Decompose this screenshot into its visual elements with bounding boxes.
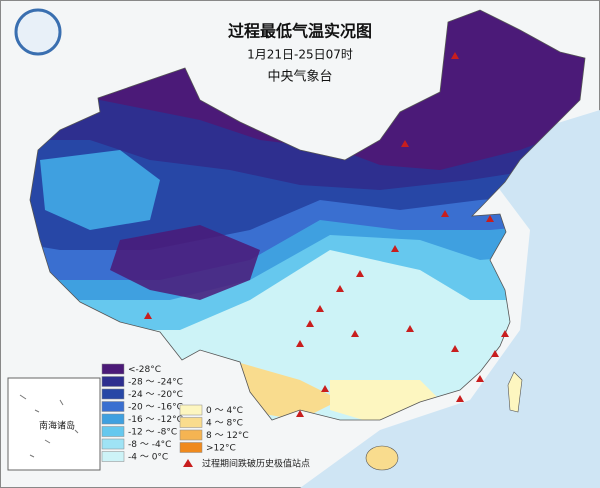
hainan	[365, 445, 399, 471]
legend-label: -28 ～ -24°C	[128, 378, 183, 388]
legend-label: -8 ～ -4°C	[128, 440, 171, 450]
legend-label: -12 ～ -8°C	[128, 428, 177, 438]
legend-swatch	[101, 438, 125, 450]
border	[29, 9, 586, 421]
agency: 中央气象台	[267, 69, 332, 85]
legend-label: >12°C	[206, 444, 236, 454]
title: 过程最低气温实况图	[228, 22, 372, 41]
legend-swatch	[101, 363, 125, 375]
legend-swatch	[101, 413, 125, 425]
sea	[300, 110, 600, 488]
legend-swatch	[179, 417, 203, 428]
inset-label: 南海诸岛	[39, 420, 75, 432]
legend-swatch	[179, 442, 203, 453]
subtitle: 1月21日-25日07时	[247, 48, 353, 62]
legend-label: -24 ～ -20°C	[128, 390, 183, 400]
legend-swatch	[101, 426, 125, 437]
station-markers	[144, 52, 509, 417]
inset-frame	[7, 377, 101, 471]
legend-swatch	[101, 451, 125, 462]
logo	[14, 8, 62, 56]
legend: <-28°C -28 ～ -24°C -24 ～ -20°C -20 ～ -16°C -…	[101, 363, 310, 470]
legend-label: 8 ～ 12°C	[206, 431, 249, 441]
inset-islands	[19, 394, 79, 458]
legend-label: 4 ～ 8°C	[206, 419, 243, 429]
legend-swatch	[101, 388, 125, 400]
legend-label: 0 ～ 4°C	[206, 406, 243, 416]
legend-label: <-28°C	[128, 365, 161, 375]
legend-swatch	[179, 429, 203, 441]
legend-swatch	[179, 404, 203, 416]
legend-label: -4 ～ 0°C	[128, 453, 168, 463]
legend-station-label: 过程期间跌破历史极值站点	[202, 458, 310, 470]
legend-swatch	[101, 401, 125, 412]
legend-label: -16 ～ -12°C	[128, 415, 183, 425]
legend-station-marker	[183, 459, 193, 467]
taiwan	[507, 371, 523, 413]
legend-swatch	[101, 376, 125, 387]
legend-label: -20 ～ -16°C	[128, 403, 183, 413]
